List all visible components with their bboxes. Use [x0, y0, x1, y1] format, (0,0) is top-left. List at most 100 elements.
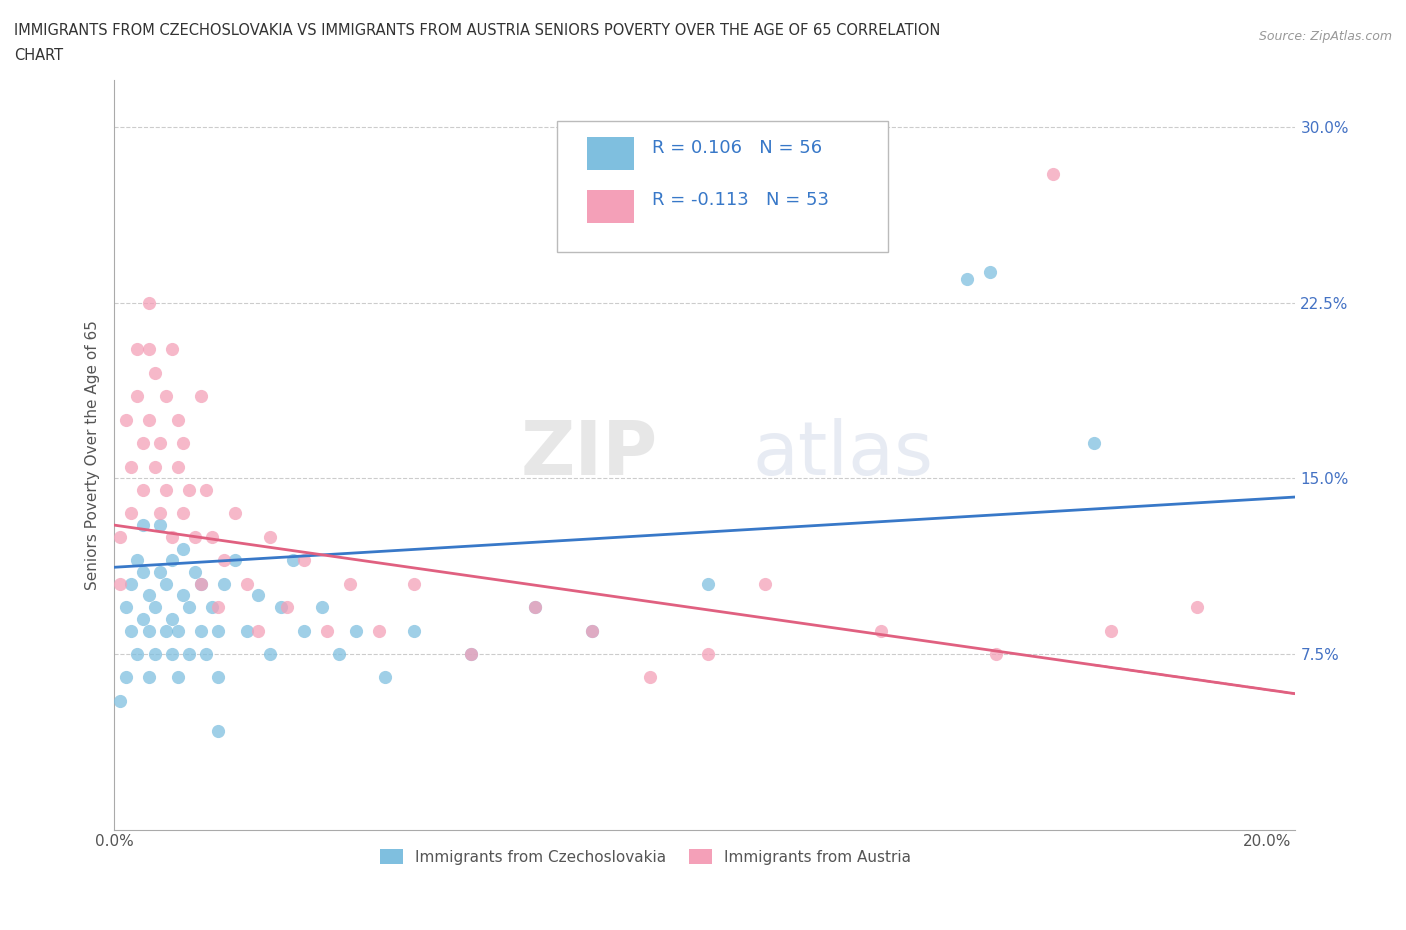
FancyBboxPatch shape: [586, 190, 634, 222]
Point: [149, 565, 172, 579]
Point: [127, 389, 149, 404]
Point: [132, 435, 155, 450]
Point: [138, 588, 160, 603]
Point: [121, 459, 143, 474]
Point: [138, 342, 160, 357]
Point: [177, 483, 200, 498]
Point: [121, 623, 143, 638]
Point: [195, 646, 218, 661]
Point: [155, 389, 177, 404]
Point: [311, 600, 333, 615]
Point: [368, 623, 391, 638]
Point: [177, 646, 200, 661]
Point: [184, 529, 207, 544]
Point: [155, 577, 177, 591]
Point: [166, 412, 188, 427]
Point: [132, 565, 155, 579]
Point: [114, 670, 136, 684]
Point: [143, 459, 166, 474]
Text: Source: ZipAtlas.com: Source: ZipAtlas.com: [1258, 30, 1392, 43]
Point: [160, 529, 183, 544]
Point: [160, 342, 183, 357]
Point: [224, 552, 246, 567]
Point: [460, 646, 482, 661]
Point: [190, 389, 212, 404]
Point: [172, 506, 194, 521]
Point: [149, 506, 172, 521]
Point: [235, 623, 257, 638]
Point: [138, 295, 160, 310]
Point: [344, 623, 367, 638]
Point: [212, 552, 235, 567]
Point: [121, 506, 143, 521]
Point: [184, 565, 207, 579]
Point: [212, 577, 235, 591]
Point: [956, 272, 979, 286]
Point: [581, 623, 603, 638]
Point: [460, 646, 482, 661]
Point: [143, 365, 166, 380]
Point: [207, 600, 229, 615]
Point: [638, 670, 661, 684]
Point: [160, 552, 183, 567]
Point: [160, 646, 183, 661]
Point: [127, 552, 149, 567]
Point: [138, 412, 160, 427]
Point: [155, 623, 177, 638]
Point: [1083, 435, 1105, 450]
Point: [374, 670, 396, 684]
Point: [581, 623, 603, 638]
Point: [247, 623, 270, 638]
Point: [114, 600, 136, 615]
Point: [127, 646, 149, 661]
Point: [132, 611, 155, 626]
Point: [149, 518, 172, 533]
Text: CHART: CHART: [14, 48, 63, 63]
Point: [316, 623, 339, 638]
Point: [281, 552, 304, 567]
Point: [166, 459, 188, 474]
Point: [149, 435, 172, 450]
Point: [143, 646, 166, 661]
Text: atlas: atlas: [752, 418, 934, 491]
Point: [259, 529, 281, 544]
Point: [1042, 166, 1064, 181]
FancyBboxPatch shape: [586, 137, 634, 170]
Point: [201, 529, 224, 544]
Point: [1187, 600, 1209, 615]
Point: [276, 600, 298, 615]
Point: [166, 670, 188, 684]
Point: [177, 600, 200, 615]
Point: [172, 435, 194, 450]
Point: [292, 552, 315, 567]
Point: [979, 265, 1001, 280]
Point: [207, 670, 229, 684]
Point: [195, 483, 218, 498]
Y-axis label: Seniors Poverty Over the Age of 65: Seniors Poverty Over the Age of 65: [86, 320, 100, 590]
Point: [114, 412, 136, 427]
Point: [201, 600, 224, 615]
Point: [984, 646, 1007, 661]
Point: [292, 623, 315, 638]
Text: ZIP: ZIP: [520, 418, 658, 491]
Point: [190, 577, 212, 591]
Point: [402, 623, 425, 638]
Text: R = -0.113   N = 53: R = -0.113 N = 53: [651, 191, 828, 209]
Point: [523, 600, 546, 615]
Point: [270, 600, 292, 615]
Point: [155, 483, 177, 498]
Point: [259, 646, 281, 661]
Point: [869, 623, 891, 638]
Point: [121, 577, 143, 591]
Point: [207, 623, 229, 638]
Point: [402, 577, 425, 591]
Point: [132, 518, 155, 533]
Point: [1099, 623, 1122, 638]
Point: [328, 646, 350, 661]
Point: [207, 724, 229, 738]
Point: [696, 577, 718, 591]
Point: [235, 577, 257, 591]
Point: [190, 623, 212, 638]
Point: [127, 342, 149, 357]
Point: [108, 529, 131, 544]
